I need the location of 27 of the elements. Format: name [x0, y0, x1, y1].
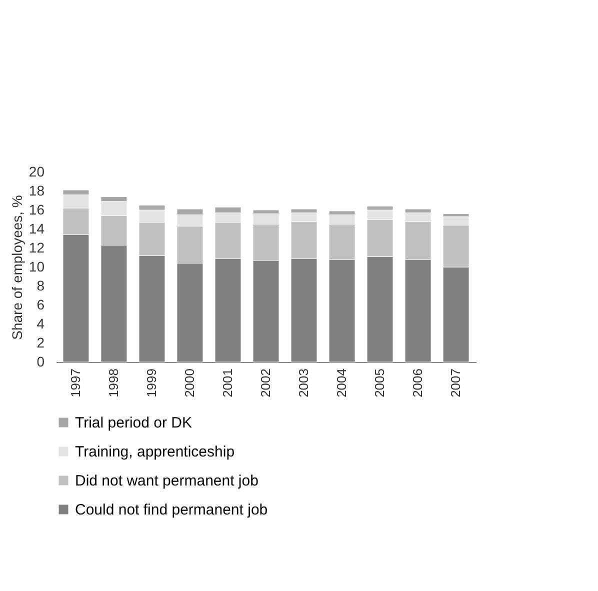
y-axis-title: Share of employees, % — [8, 195, 25, 340]
x-tick-label: 1998 — [106, 368, 121, 398]
x-tick-label: 2006 — [410, 368, 426, 398]
y-tick-label: 10 — [28, 258, 45, 274]
legend-label: Trial period or DK — [75, 414, 192, 432]
legend-label: Did not want permanent job — [75, 472, 258, 490]
y-tick-label: 8 — [36, 278, 45, 294]
y-tick-label: 12 — [28, 240, 45, 256]
y-tick-label: 14 — [28, 220, 45, 236]
y-tick-label: 6 — [36, 296, 45, 312]
y-tick-label: 0 — [36, 354, 45, 370]
x-tick-label: 2001 — [220, 368, 235, 398]
x-tick-label: 2003 — [296, 368, 312, 398]
x-tick-label: 2000 — [182, 368, 197, 398]
x-tick-label: 1997 — [68, 368, 83, 398]
x-tick-label: 2007 — [448, 368, 464, 398]
x-tick-label: 2005 — [372, 368, 388, 398]
y-tick-label: 18 — [28, 182, 45, 198]
x-tick-label: 2002 — [258, 368, 273, 398]
y-tick-label: 16 — [28, 202, 45, 218]
x-tick-label: 2004 — [334, 368, 350, 398]
legend-label: Could not find permanent job — [75, 502, 268, 518]
y-tick-label: 2 — [36, 334, 45, 350]
legend-label: Training, apprenticeship — [75, 444, 235, 460]
y-tick-label: 4 — [36, 316, 45, 332]
x-tick-label: 1999 — [144, 368, 159, 398]
y-tick-label: 20 — [28, 164, 45, 180]
